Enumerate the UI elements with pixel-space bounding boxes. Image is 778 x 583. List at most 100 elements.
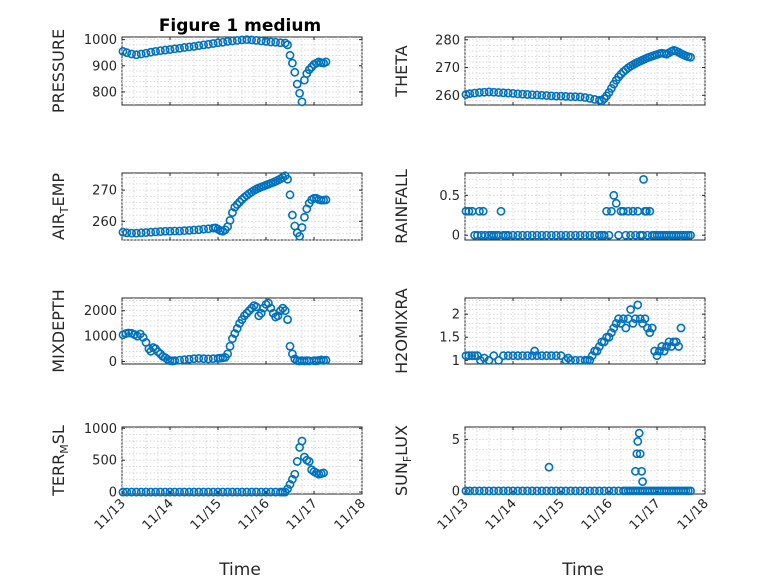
data-point [479,486,489,496]
data-point [609,190,619,200]
data-point [227,334,237,344]
data-point [585,355,595,365]
data-point [503,486,513,496]
data-point [227,36,237,46]
data-point [194,354,204,363]
data-point [199,224,208,234]
x-tick-label: 11/18 [332,496,369,533]
data-point [287,58,297,68]
data-point [321,355,331,365]
y-tick-label: 1000 [84,33,117,48]
data-point [537,230,547,240]
data-point [297,223,307,232]
data-point [645,328,655,338]
data-point [465,89,475,99]
y-axis-label-mixdepth: MIXDEPTH [49,289,68,372]
data-point [662,342,671,351]
data-point [628,318,638,328]
data-point [537,351,547,361]
data-point [465,486,475,496]
data-point [530,346,539,356]
panel-rainfall: 0 0.5 RAINFALL [392,169,706,244]
data-point [230,329,240,338]
data-point [213,487,223,497]
data-point [131,228,141,238]
data-point [179,226,189,236]
data-point [261,487,271,497]
data-point [513,351,523,361]
y-axis-label-h2omixra: H2OMIXRA [392,288,411,374]
data-point [542,91,551,100]
data-point [489,87,499,97]
panel-terr-msl: 0 500 1000 11/13 11/14 11/15 11/16 11/17 11/18 TE… [49,422,369,534]
data-point [547,486,556,496]
panel-sun-flux: 0 5 11/13 11/14 11/15 11/16 11/17 11/18 SUNFLUX [392,425,712,533]
data-point [239,311,249,321]
data-point [647,323,657,333]
data-point [571,355,580,365]
data-point [184,354,194,364]
x-tick-label: 11/17 [284,496,321,533]
data-point [251,36,261,45]
data-point [616,318,626,328]
data-point [189,487,199,497]
y-tick-label: 270 [435,61,460,76]
data-point [199,487,208,497]
y-tick-label: 280 [435,33,460,48]
data-point [261,37,271,46]
data-point [513,230,523,240]
data-point [547,351,556,361]
data-point [561,230,571,240]
data-point [290,469,300,479]
data-point [637,466,647,476]
data-point [464,206,474,216]
data-point [503,230,513,240]
data-point [652,351,662,361]
data-point [175,43,184,53]
data-point [494,355,503,365]
data-point [547,91,556,101]
data-point [611,198,621,208]
data-point [292,457,302,466]
data-point [470,351,479,361]
data-point [136,487,146,497]
data-point [136,228,146,238]
data-point [585,230,595,240]
data-point [676,323,686,333]
data-point [621,230,631,240]
data-point [227,487,237,497]
data-point [136,49,146,59]
data-point [508,230,518,240]
data-point [235,197,244,207]
x-tick-label: 11/13 [435,496,472,533]
y-tick-label: 500 [92,454,117,469]
data-point [127,49,136,59]
data-point [141,48,151,58]
data-point [170,44,180,54]
data-point [542,486,551,496]
data-point [571,486,580,496]
y-tick-label: 260 [435,89,460,104]
data-point [551,230,561,240]
data-point [170,487,180,497]
data-point [283,484,292,494]
data-point [256,308,266,318]
data-point [634,428,644,438]
data-point [266,37,276,47]
x-tick-label: 11/18 [675,496,712,533]
data-point [256,487,266,497]
data-point [556,230,566,240]
data-point [319,468,328,478]
data-point [508,351,518,361]
y-axis-label-rainfall: RAINFALL [392,169,411,244]
data-point [619,314,628,324]
data-point [165,487,175,497]
data-point [599,337,609,347]
data-point [151,46,160,56]
data-point [484,486,494,496]
data-point [160,487,170,497]
data-point [299,212,309,222]
data-point [518,351,527,361]
data-point [127,228,136,238]
data-point [283,315,292,324]
